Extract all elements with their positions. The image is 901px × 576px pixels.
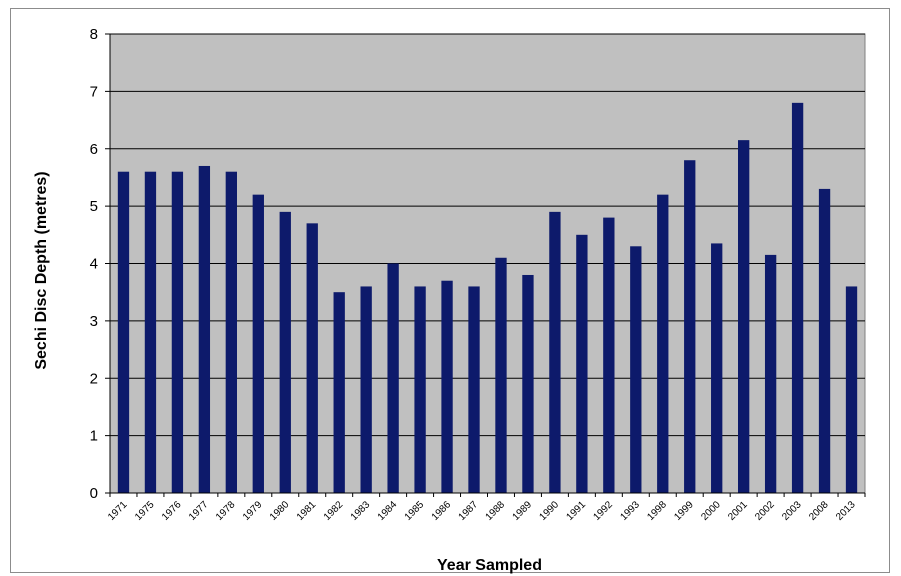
bar-1975 — [144, 171, 157, 493]
bar-1977 — [198, 165, 211, 493]
x-tick-label-1990: 1990 — [538, 499, 562, 523]
bar-2003 — [791, 102, 804, 493]
y-tick-label-7: 7 — [90, 83, 98, 100]
x-tick-label-1976: 1976 — [160, 499, 184, 523]
x-tick-label-1998: 1998 — [645, 499, 669, 523]
x-tick-label-1989: 1989 — [511, 499, 535, 523]
bar-1991 — [576, 234, 588, 493]
x-tick-label-1985: 1985 — [403, 499, 427, 523]
x-tick-label-2013: 2013 — [834, 499, 858, 523]
x-tick-label-1971: 1971 — [106, 499, 130, 523]
y-tick-label-5: 5 — [90, 198, 98, 215]
bar-1979 — [252, 194, 264, 493]
bar-1984 — [387, 263, 399, 493]
bar-1983 — [360, 286, 372, 493]
bar-1999 — [684, 160, 696, 493]
x-tick-label-1980: 1980 — [268, 499, 292, 523]
y-tick-label-4: 4 — [90, 256, 98, 273]
x-tick-label-1982: 1982 — [322, 499, 346, 523]
x-tick-label-1977: 1977 — [187, 499, 211, 523]
bar-2001 — [737, 140, 750, 494]
x-tick-label-2002: 2002 — [753, 499, 777, 523]
x-tick-label-1992: 1992 — [591, 499, 615, 523]
y-tick-label-1: 1 — [90, 428, 98, 445]
x-tick-label-2003: 2003 — [780, 499, 804, 523]
bar-1986 — [441, 280, 453, 493]
x-tick-label-1991: 1991 — [564, 499, 588, 523]
x-tick-label-1988: 1988 — [484, 499, 508, 523]
x-tick-label-2000: 2000 — [699, 499, 723, 523]
x-tick-label-1984: 1984 — [376, 499, 400, 523]
x-axis-title: Year Sampled — [437, 557, 542, 574]
y-tick-label-8: 8 — [90, 26, 98, 43]
bar-2008 — [818, 188, 831, 493]
bar-1992 — [603, 217, 615, 493]
bar-2002 — [764, 254, 777, 493]
bars — [117, 102, 858, 494]
x-tick-label-2008: 2008 — [807, 499, 831, 523]
bar-1976 — [171, 171, 184, 493]
bar-2000 — [711, 243, 723, 493]
y-tick-label-2: 2 — [90, 370, 98, 387]
x-tick-label-1993: 1993 — [618, 499, 642, 523]
x-tick-label-1981: 1981 — [295, 499, 319, 523]
bar-1985 — [414, 286, 426, 493]
bar-1981 — [306, 223, 318, 493]
y-tick-label-0: 0 — [90, 485, 98, 502]
bar-1971 — [117, 171, 130, 493]
bar-1978 — [225, 171, 238, 493]
bar-1980 — [279, 211, 291, 494]
y-axis-title: Sechi Disc Depth (metres) — [33, 171, 50, 369]
bar-1998 — [657, 194, 669, 493]
x-tick-label-1987: 1987 — [457, 499, 481, 523]
x-tick-label-1999: 1999 — [672, 499, 696, 523]
y-tick-label-3: 3 — [90, 313, 98, 330]
x-tick-label-1986: 1986 — [430, 499, 454, 523]
bar-2013 — [845, 286, 858, 493]
x-axis-ticks: 1971 1975 1976 1977 1978 1979 1980 1981 1982 1983… — [106, 493, 866, 523]
y-tick-label-6: 6 — [90, 141, 98, 158]
y-axis-ticks: 0 1 2 3 4 5 6 7 8 — [90, 26, 110, 502]
bar-1990 — [549, 211, 561, 494]
x-tick-label-1983: 1983 — [349, 499, 373, 523]
bar-1993 — [630, 246, 642, 493]
x-tick-label-1979: 1979 — [241, 499, 265, 523]
bar-1987 — [468, 286, 480, 493]
x-tick-label-2001: 2001 — [726, 499, 750, 523]
bar-1989 — [522, 274, 534, 493]
bar-1982 — [333, 292, 345, 493]
x-tick-label-1978: 1978 — [214, 499, 238, 523]
bar-1988 — [495, 257, 507, 493]
x-tick-label-1975: 1975 — [133, 499, 157, 523]
